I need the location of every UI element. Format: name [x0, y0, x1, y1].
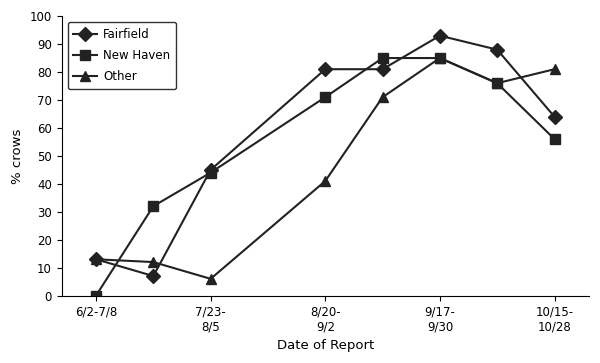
- Other: [322, 179, 329, 183]
- Fairfield: [207, 168, 214, 172]
- X-axis label: Date of Report: Date of Report: [277, 339, 374, 352]
- Other: [150, 260, 157, 264]
- Fairfield: [494, 48, 501, 52]
- New Haven: [207, 171, 214, 175]
- Legend: Fairfield, New Haven, Other: Fairfield, New Haven, Other: [68, 22, 176, 89]
- Fairfield: [92, 257, 100, 261]
- Fairfield: [322, 67, 329, 72]
- Fairfield: [436, 33, 443, 38]
- Fairfield: [551, 115, 558, 119]
- Other: [494, 81, 501, 85]
- New Haven: [494, 81, 501, 85]
- Y-axis label: % crows: % crows: [11, 128, 24, 184]
- New Haven: [551, 137, 558, 141]
- Fairfield: [150, 274, 157, 278]
- Other: [92, 257, 100, 261]
- Line: Fairfield: Fairfield: [91, 31, 559, 281]
- Other: [436, 56, 443, 60]
- New Haven: [436, 56, 443, 60]
- New Haven: [322, 95, 329, 99]
- New Haven: [92, 293, 100, 298]
- Other: [551, 67, 558, 72]
- Other: [379, 95, 386, 99]
- New Haven: [379, 56, 386, 60]
- Line: New Haven: New Haven: [91, 53, 559, 301]
- New Haven: [150, 204, 157, 208]
- Fairfield: [379, 67, 386, 72]
- Line: Other: Other: [91, 53, 559, 284]
- Other: [207, 277, 214, 281]
